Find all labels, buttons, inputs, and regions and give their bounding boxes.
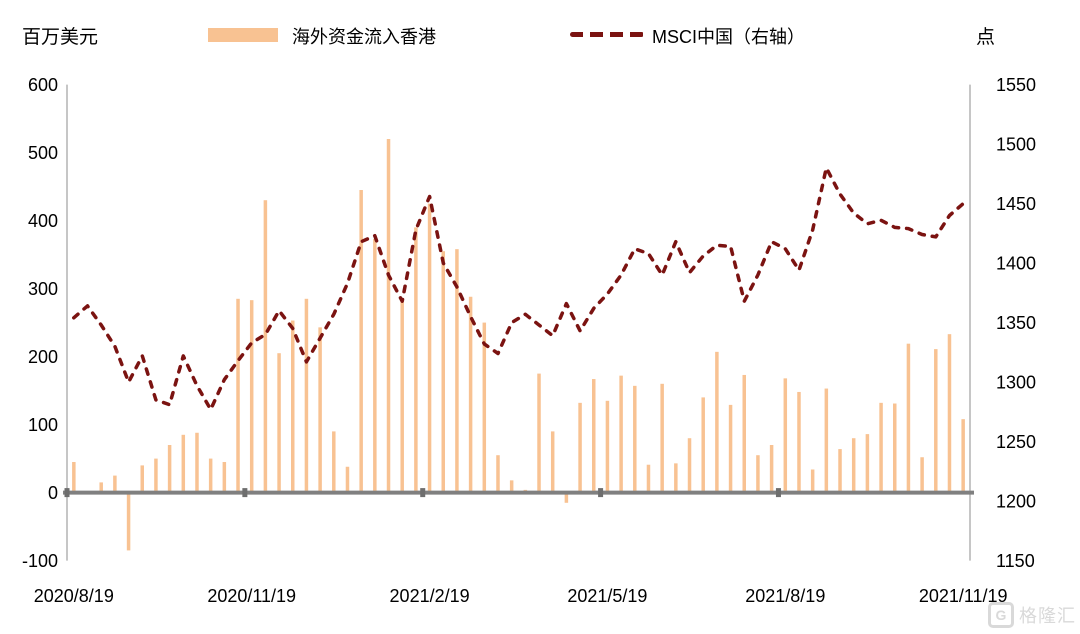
watermark-logo-icon: G [988, 602, 1014, 628]
svg-text:1150: 1150 [996, 551, 1035, 571]
svg-text:1200: 1200 [996, 491, 1036, 511]
axis-tick-labels: 600 500 400 300 200 100 0 -100 1550 1500 1450 1400 1… [22, 75, 1036, 606]
legend-bar-label: 海外资金流入香港 [292, 27, 436, 47]
svg-text:1500: 1500 [996, 134, 1036, 154]
svg-text:-100: -100 [22, 551, 58, 571]
svg-text:1350: 1350 [996, 313, 1036, 333]
svg-text:0: 0 [48, 483, 58, 503]
svg-text:1300: 1300 [996, 372, 1036, 392]
svg-text:500: 500 [28, 143, 58, 163]
svg-text:600: 600 [28, 75, 58, 95]
svg-text:2021/5/19: 2021/5/19 [567, 586, 647, 606]
watermark-text: 格隆汇 [1019, 606, 1076, 626]
svg-text:2021/2/19: 2021/2/19 [390, 586, 470, 606]
bars-series-overseas-inflow [72, 139, 965, 551]
svg-text:300: 300 [28, 279, 58, 299]
legend-dashed-line-swatch [570, 32, 644, 37]
svg-text:1400: 1400 [996, 253, 1036, 273]
svg-text:2020/11/19: 2020/11/19 [207, 586, 296, 606]
svg-text:1450: 1450 [996, 194, 1036, 214]
svg-text:400: 400 [28, 211, 58, 231]
right-axis-unit-label: 点 [976, 27, 996, 48]
watermark: G 格隆汇 [988, 602, 1076, 628]
legend-line-label: MSCI中国（右轴） [652, 27, 805, 47]
svg-text:2021/11/19: 2021/11/19 [919, 586, 1008, 606]
svg-text:100: 100 [28, 415, 58, 435]
legend-bar-swatch [208, 28, 278, 42]
svg-text:2020/8/19: 2020/8/19 [34, 586, 114, 606]
svg-text:1550: 1550 [996, 75, 1036, 95]
svg-text:2021/8/19: 2021/8/19 [745, 586, 825, 606]
zero-axis-line [63, 488, 974, 498]
svg-text:1250: 1250 [996, 432, 1036, 452]
msci-china-dashed-line [72, 166, 965, 412]
left-axis-unit-label: 百万美元 [22, 27, 99, 48]
axes [66, 84, 971, 561]
svg-text:200: 200 [28, 347, 58, 367]
